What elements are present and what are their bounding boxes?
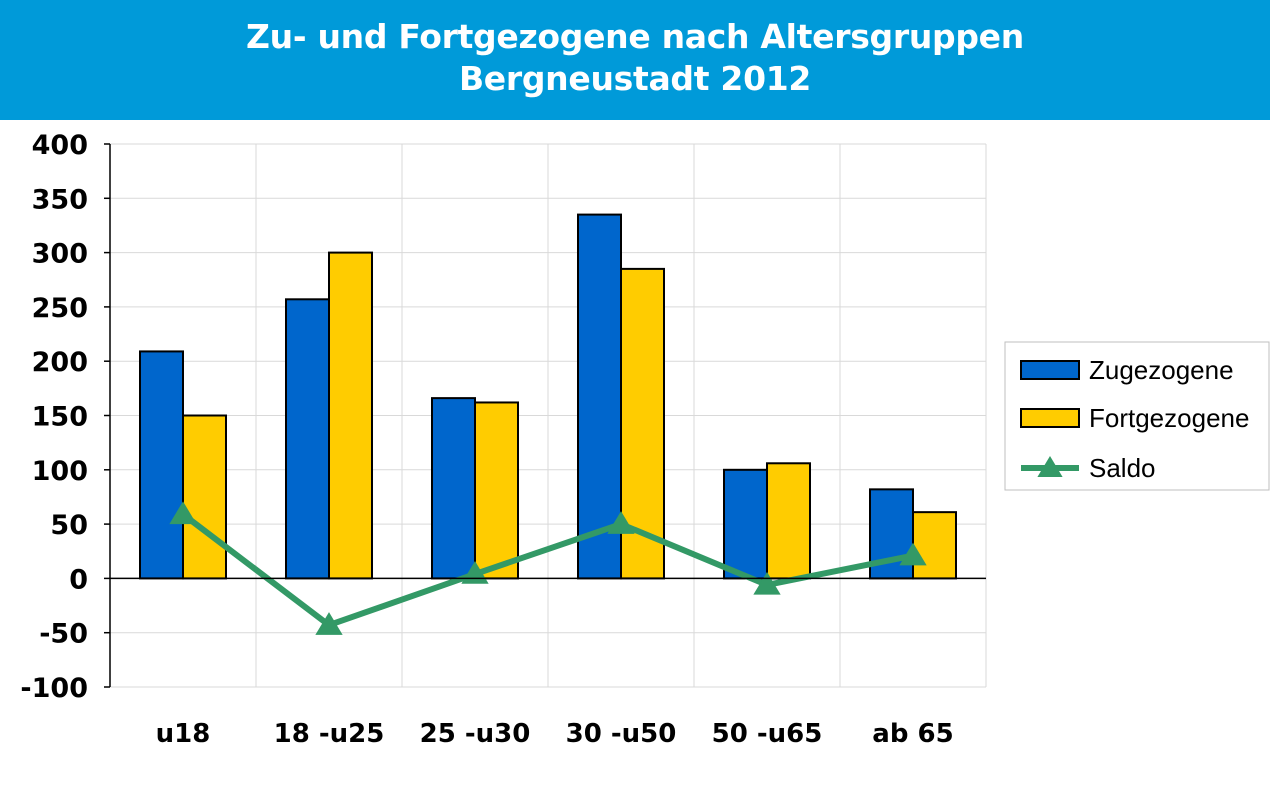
saldo-point-5 [753,571,781,595]
x-tick-label: 18 -u25 [274,719,385,749]
bar-fortgezogene-2 [328,251,373,580]
bar-fortgezogene-5 [766,462,811,580]
bars [139,213,957,580]
y-tick-label: 150 [32,402,88,433]
saldo-point-4 [607,511,635,534]
bar-zugezogene-4 [577,213,622,580]
bar-fortgezogene-3 [474,401,519,580]
legend: Zugezogene Fortgezogene Saldo [1004,341,1270,491]
y-tick-label: 0 [69,564,88,595]
y-tick-label: -50 [39,619,88,650]
y-tick-label: 400 [32,130,88,161]
y-tick-labels: 400 350 300 250 200 150 100 50 0 -50 -100 [20,130,88,704]
x-tick-label: u18 [156,719,211,749]
bar-zugezogene-5 [723,468,768,580]
chart-title-line-2: Bergneustadt 2012 [458,59,812,98]
legend-label-saldo: Saldo [1089,453,1156,483]
grouped-bar-line-chart: 400 350 300 250 200 150 100 50 0 -50 -100 u18 18 -u… [20,130,1270,749]
y-tick-label: 50 [50,510,88,541]
x-tick-label: ab 65 [872,719,953,749]
y-tick-label: 250 [32,293,88,324]
chart-title-line-1: Zu- und Fortgezogene nach Altersgruppen [246,17,1024,56]
axes [104,143,986,688]
x-tick-label: 50 -u65 [712,719,823,749]
grid-lines [110,143,987,688]
y-tick-label: 350 [32,184,88,215]
x-tick-labels: u18 18 -u25 25 -u30 30 -u50 50 -u65 ab 65 [156,719,954,749]
bar-zugezogene-3 [431,397,476,580]
x-tick-label: 25 -u30 [420,719,531,749]
saldo-point-2 [315,612,343,635]
y-tick-label: -100 [20,673,88,704]
saldo-point-6 [899,542,927,566]
y-tick-label: 100 [32,456,88,487]
x-tick-label: 30 -u50 [566,719,677,749]
bar-zugezogene-1 [139,350,184,580]
bar-fortgezogene-6 [912,511,957,580]
y-tick-label: 300 [32,239,88,270]
y-tick-label: 200 [32,347,88,378]
chart-header: Zu- und Fortgezogene nach Altersgruppen … [0,0,1270,120]
saldo-polyline [181,511,914,629]
legend-swatch-fortgezogene [1020,408,1080,428]
saldo-point-1 [169,501,197,525]
bar-zugezogene-2 [285,298,330,580]
legend-label-zugezogene: Zugezogene [1089,355,1234,385]
legend-swatch-zugezogene [1020,360,1080,380]
bar-fortgezogene-1 [182,414,227,580]
legend-marker-saldo [1037,456,1063,477]
legend-label-fortgezogene: Fortgezogene [1089,403,1249,433]
